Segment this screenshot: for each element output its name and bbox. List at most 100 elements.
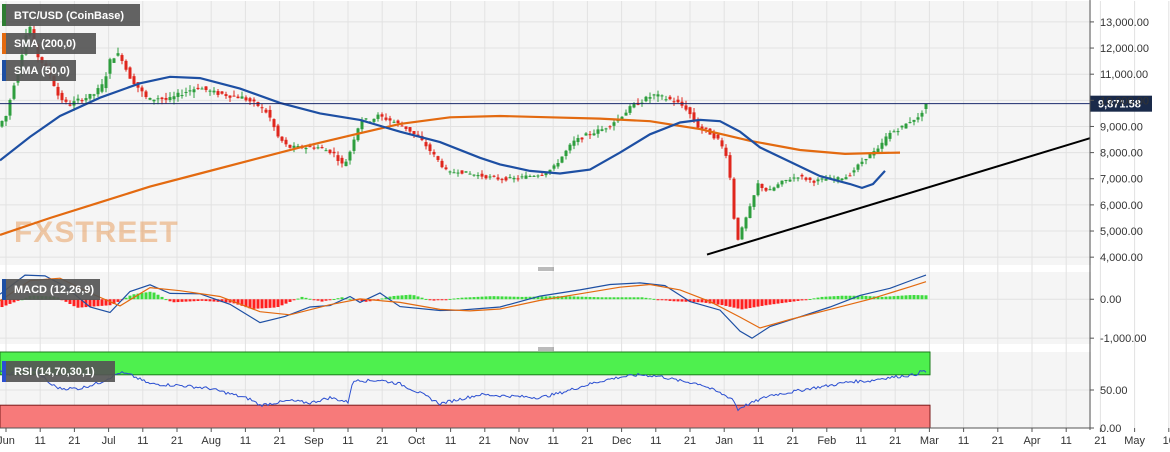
panel-resize-handle-1[interactable] [538, 267, 554, 271]
macd-histogram-bar [300, 296, 304, 300]
candle-body [716, 134, 720, 139]
candle-body [664, 99, 668, 101]
legend-sma200[interactable]: SMA (200,0) [2, 33, 96, 54]
x-tick-label: 21 [1094, 435, 1106, 447]
candle-body [472, 174, 476, 176]
rsi-oversold-zone [0, 404, 931, 429]
legend-main[interactable]: BTC/USD (CoinBase) [2, 4, 140, 26]
candle-body [388, 118, 392, 121]
macd-histogram-bar [124, 297, 128, 300]
candle-body [788, 179, 792, 182]
macd-histogram-bar [868, 296, 872, 300]
panel-resize-handle-2[interactable] [538, 347, 554, 351]
rsi-zones [0, 351, 931, 429]
candle-body [172, 96, 176, 100]
candle-body [812, 180, 816, 183]
candle-body [400, 125, 404, 127]
candle-body [312, 147, 316, 149]
x-tick-label: Apr [1023, 435, 1040, 447]
price-y-tick-label: 7,000.00 [1100, 174, 1143, 186]
macd-histogram-bar [856, 295, 860, 300]
macd-histogram-bar [384, 297, 388, 300]
candle-body [384, 117, 388, 120]
candle-body [500, 179, 504, 181]
candle-body [704, 127, 708, 129]
macd-histogram-bar [728, 299, 732, 307]
macd-histogram-bar [756, 299, 760, 307]
candle-body [884, 136, 888, 146]
moving-averages [0, 75, 901, 236]
macd-histogram-bar [16, 299, 20, 301]
macd-histogram-bar [600, 297, 604, 300]
x-tick-label: 21 [273, 435, 285, 447]
macd-histogram-bar [424, 298, 428, 300]
macd-histogram-bar [312, 299, 316, 301]
candle-body [452, 172, 456, 174]
candle-body [448, 171, 452, 173]
macd-histogram-bar [204, 299, 208, 302]
candle-body [164, 97, 168, 100]
candle-body [768, 189, 772, 191]
x-tick-label: 21 [171, 435, 183, 447]
macd-histogram-bar [780, 299, 784, 304]
macd-panel-bg [0, 272, 1091, 344]
trendline [706, 137, 1091, 256]
candle-body [260, 107, 264, 109]
macd-histogram-bar [912, 295, 916, 300]
last-price-tag [1090, 95, 1152, 112]
macd-histogram-bar [804, 299, 808, 301]
candlesticks [0, 22, 928, 241]
macd-histogram-bar [472, 297, 476, 300]
candle-body [488, 176, 492, 178]
candle-body [80, 100, 84, 102]
macd-histogram-bar [492, 296, 496, 300]
candle-body [12, 85, 16, 99]
x-tick-label: Aug [201, 435, 221, 447]
candle-body [792, 177, 796, 179]
macd-histogram-bar [768, 299, 772, 305]
macd-histogram-bar [152, 292, 156, 300]
macd-histogram-bar [8, 299, 12, 304]
candle-body [596, 129, 600, 134]
candle-body [720, 140, 724, 147]
candle-body [668, 96, 672, 100]
macd-histogram-bar [388, 296, 392, 300]
candle-body [328, 149, 332, 154]
x-tick-label: 21 [376, 435, 388, 447]
macd-histogram-bar [80, 299, 84, 308]
candle-body [592, 133, 596, 136]
legend-macd[interactable]: MACD (12,26,9) [2, 279, 100, 300]
price-y-tick-label: 4,000.00 [1100, 252, 1143, 264]
macd-histogram-bar [684, 299, 688, 302]
macd-histogram-bar [76, 299, 80, 308]
macd-histogram-bar [820, 296, 824, 300]
macd-histogram-bar [512, 296, 516, 300]
macd-histogram-bar [212, 299, 216, 302]
macd-histogram-bar [616, 297, 620, 300]
candle-body [296, 145, 300, 148]
x-tick-label: 11 [547, 435, 558, 447]
candle-body [236, 96, 240, 99]
candle-body [276, 125, 280, 137]
candle-body [504, 177, 508, 181]
macd-histogram-bar [348, 298, 352, 300]
candle-body [620, 116, 624, 120]
macd-histogram-bar [96, 299, 100, 307]
price-y-tick-label: 9,000.00 [1100, 121, 1143, 133]
legend-sma50[interactable]: SMA (50,0) [2, 60, 76, 81]
macd-histogram-bar [900, 295, 904, 300]
candle-body [612, 122, 616, 126]
candle-body [556, 162, 560, 167]
candle-body [672, 101, 676, 103]
macd-histogram-bar [652, 298, 656, 300]
candle-body [476, 175, 480, 177]
macd-histogram-bar [0, 299, 4, 308]
legend-rsi[interactable]: RSI (14,70,30,1) [2, 361, 115, 382]
candle-body [324, 150, 328, 152]
x-tick-label: Dec [612, 435, 632, 447]
candle-body [60, 92, 64, 101]
macd-histogram-bar [256, 299, 260, 309]
candle-body [460, 170, 464, 174]
candle-body [820, 178, 824, 180]
